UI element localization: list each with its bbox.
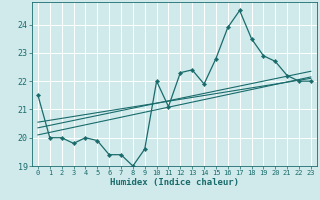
X-axis label: Humidex (Indice chaleur): Humidex (Indice chaleur): [110, 178, 239, 187]
